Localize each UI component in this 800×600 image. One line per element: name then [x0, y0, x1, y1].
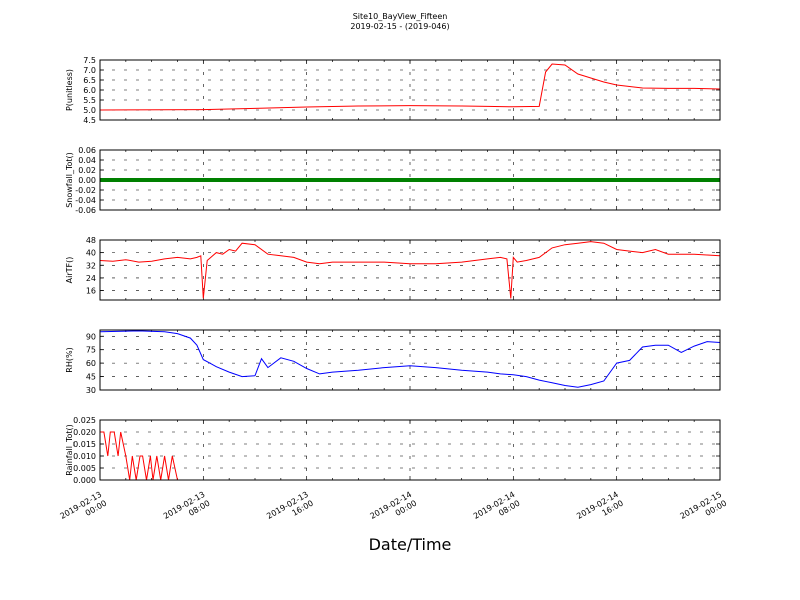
y-tick-label: 5.5 [83, 96, 96, 105]
panels: 4.55.05.56.06.57.07.5P(unitless)-0.06-0.… [65, 56, 721, 485]
y-axis-label: Snowfall_Tot() [65, 152, 74, 208]
y-axis-label: P(unitless) [65, 69, 74, 111]
series-line [100, 431, 720, 481]
series-line [99, 330, 721, 388]
y-tick-label: 0.00 [78, 176, 96, 185]
y-tick-label: 0.025 [73, 416, 96, 425]
y-tick-label: 40 [86, 249, 96, 258]
y-tick-label: 7.5 [83, 56, 96, 65]
y-tick-label: 45 [86, 373, 96, 382]
plot-frame [99, 239, 721, 301]
y-axis-label: AirTF() [65, 257, 74, 284]
y-tick-label: 0.000 [73, 476, 96, 485]
plot-frame [99, 329, 721, 391]
chart-subtitle: 2019-02-15 - (2019-046) [350, 22, 449, 31]
y-tick-label: 0.06 [78, 146, 96, 155]
y-axis-label: Rainfall_Tot() [65, 424, 74, 476]
y-tick-label: 0.005 [73, 464, 96, 473]
panel-3: 16 24 32 40 48 AirTF() [65, 236, 721, 301]
y-tick-label: 75 [86, 346, 96, 355]
y-tick-label: 4.5 [83, 116, 96, 125]
y-tick-label: 48 [86, 236, 96, 245]
y-tick-label: 0.015 [73, 440, 96, 449]
panel-1: 4.55.05.56.06.57.07.5 P(unitless) [65, 56, 721, 125]
panel-2: -0.06-0.04-0.020.000.020.040.06 Snowfall_… [65, 146, 721, 215]
chart-title: Site10_BayView_Fifteen [353, 12, 448, 21]
y-tick-label: 0.010 [73, 452, 96, 461]
plot-frame [99, 419, 721, 481]
y-tick-label: 32 [86, 261, 96, 270]
series-line [99, 63, 721, 111]
plot-frame [99, 59, 721, 121]
y-tick-label: 16 [86, 287, 96, 296]
y-tick-label: 0.02 [78, 166, 96, 175]
y-tick-label: -0.02 [75, 186, 96, 195]
y-tick-label: 60 [86, 359, 96, 368]
x-axis-label: Date/Time [369, 535, 452, 554]
y-tick-label: 24 [86, 274, 96, 283]
y-tick-label: 30 [86, 386, 96, 395]
y-tick-label: -0.04 [75, 196, 96, 205]
y-tick-label: -0.06 [75, 206, 96, 215]
y-tick-label: 0.04 [78, 156, 96, 165]
y-tick-label: 5.0 [83, 106, 96, 115]
y-tick-label: 7.0 [83, 66, 96, 75]
y-tick-label: 6.5 [83, 76, 96, 85]
series-line [99, 241, 721, 299]
y-tick-label: 6.0 [83, 86, 96, 95]
panel-5: 0.000 0.005 0.010 0.015 0.020 0.025Rainfall_T… [65, 416, 721, 485]
y-tick-label: 0.020 [73, 428, 96, 437]
y-axis-label: RH(%) [65, 347, 74, 372]
plot-frame [99, 149, 721, 211]
panel-4: 30 45 60 75 90 RH(%) [65, 329, 721, 395]
y-tick-label: 90 [86, 332, 96, 341]
